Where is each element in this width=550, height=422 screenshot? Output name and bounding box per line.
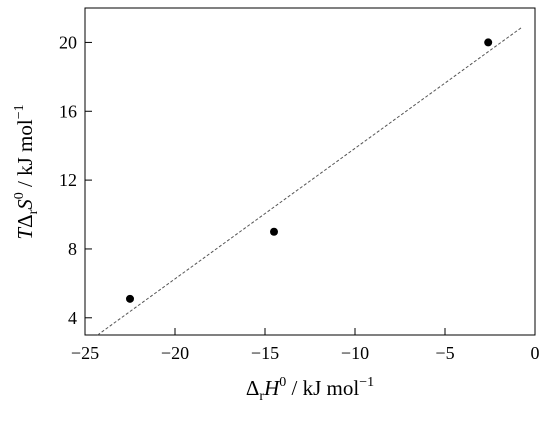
point [270, 227, 278, 236]
x-tick-label: 0 [531, 343, 540, 363]
y-label-part: S [13, 199, 37, 210]
point [126, 294, 134, 303]
x-label-part: r [259, 389, 264, 404]
x-label-part: / kJ mol [286, 376, 359, 400]
x-tick-label: −10 [341, 343, 369, 363]
x-tick-label: −5 [435, 343, 454, 363]
y-label-part: 0 [12, 192, 27, 199]
y-tick-label: 20 [59, 32, 77, 52]
point [484, 38, 493, 47]
x-label-part: −1 [359, 375, 374, 390]
y-tick-label: 8 [68, 239, 77, 259]
y-label-part: T [13, 227, 37, 240]
x-tick-label: −15 [251, 343, 279, 363]
x-label-part: H [263, 376, 281, 400]
fit-line [97, 26, 523, 336]
y-label-part: / kJ mol [13, 119, 37, 192]
y-label-part: −1 [12, 104, 27, 119]
y-axis-label: TΔrS0 / kJ mol−1 [12, 104, 41, 239]
x-label-part: Δ [246, 376, 260, 400]
y-tick-label: 4 [68, 308, 77, 328]
y-tick-label: 16 [59, 101, 77, 121]
x-tick-label: −25 [71, 343, 99, 363]
y-label-part: Δ [13, 214, 37, 228]
x-axis-label: ΔrH0 / kJ mol−1 [246, 375, 374, 404]
plot-frame [84, 7, 536, 336]
x-label-part: 0 [279, 375, 286, 390]
y-label-part: r [26, 209, 41, 214]
y-tick-label: 12 [59, 170, 77, 190]
x-tick-label: −20 [161, 343, 189, 363]
